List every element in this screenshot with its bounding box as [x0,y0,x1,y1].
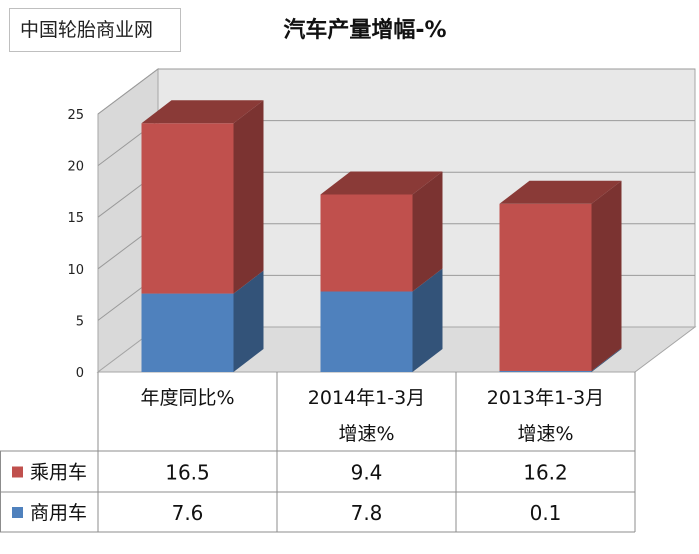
data-label-1-2: 16.2 [523,461,568,485]
gridline-5 [97,68,695,115]
bar-top-1 [320,171,443,195]
y-tick-label-1: 5 [76,314,84,329]
bar-side-0-0 [233,270,264,372]
bar-side-1-0 [233,100,264,294]
data-label-0-2: 0.1 [530,501,562,525]
category-label: 年度同比% [140,387,234,409]
legend-swatch-1 [12,466,23,478]
legend-label-1: 乘用车 [30,462,87,484]
category-label: 2014年1-3月 [308,387,425,409]
bar-side-1-2 [591,180,622,371]
data-label-0-0: 7.6 [172,501,204,525]
source-watermark: 中国轮胎商业网 [9,8,181,52]
bar-top-0 [141,100,264,124]
category-label: 增速% [517,423,573,445]
data-label-1-0: 16.5 [165,461,210,485]
bar-0-1 [320,291,413,372]
bar-side-1-1 [412,171,443,292]
category-label: 增速% [338,423,394,445]
data-label-0-1: 7.8 [351,501,383,525]
bar-side-0-2 [591,347,622,372]
category-label: 2013年1-3月 [487,387,604,409]
bar-0-2 [499,370,592,372]
bar-1-0 [141,123,234,294]
legend-swatch-0 [12,507,23,518]
legend-label-0: 商用车 [30,502,87,524]
y-tick-label-2: 10 [67,263,84,278]
bar-0-0 [141,293,234,372]
y-tick-label-0: 0 [76,366,84,381]
chart-title: 汽车产量增幅-% [283,18,447,43]
bar-top-2 [499,180,622,204]
bar-side-0-1 [412,268,443,372]
y-tick-label-3: 15 [67,211,84,226]
data-label-1-1: 9.4 [351,461,383,485]
bar-1-2 [499,203,592,371]
y-tick-label-5: 25 [67,108,84,123]
bar-1-1 [320,194,413,292]
y-tick-label-4: 20 [67,160,84,175]
